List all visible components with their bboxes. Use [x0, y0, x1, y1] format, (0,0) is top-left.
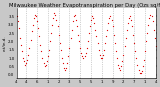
Y-axis label: e.t/in.d.: e.t/in.d.: [3, 35, 7, 51]
Title: Milwaukee Weather Evapotranspiration per Day (Ozs sq/ft): Milwaukee Weather Evapotranspiration per…: [8, 3, 160, 8]
